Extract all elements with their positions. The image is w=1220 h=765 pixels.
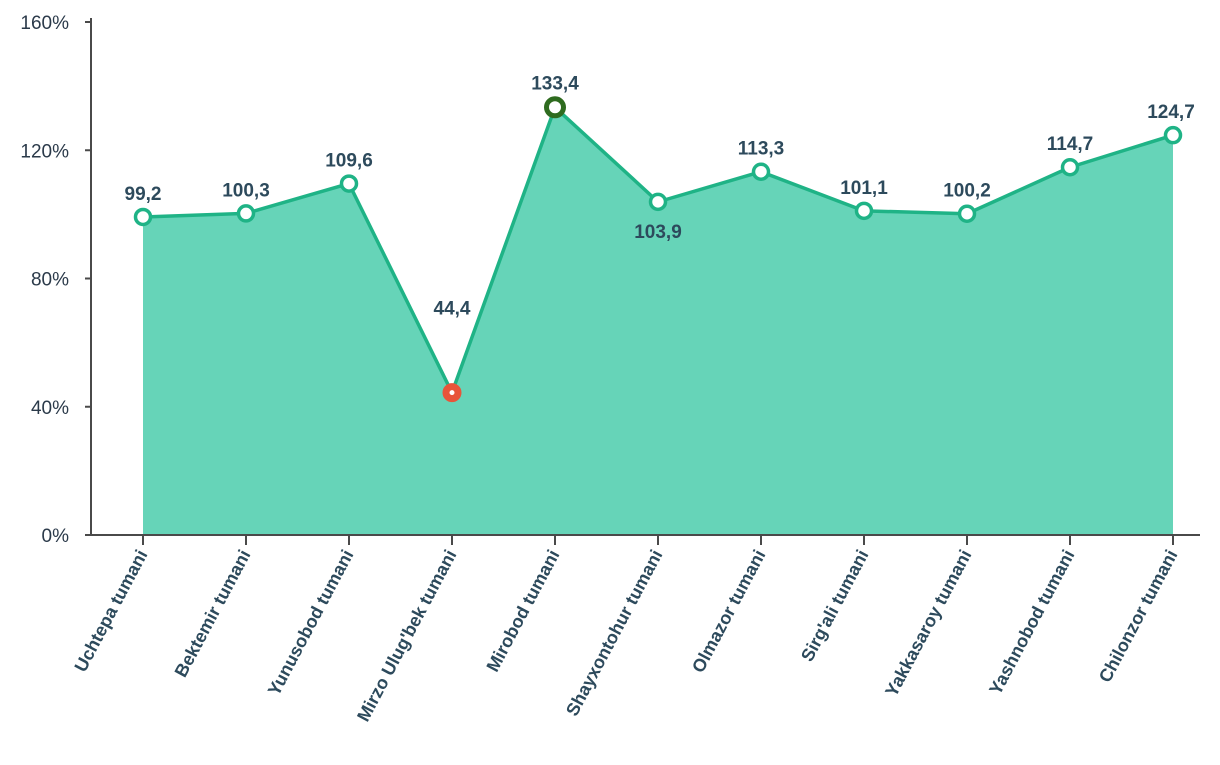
- y-tick-label: 160%: [20, 13, 69, 34]
- data-label: 101,1: [840, 178, 888, 199]
- data-point: [133, 207, 153, 227]
- data-point: [339, 174, 359, 193]
- y-tick-label: 0%: [42, 526, 70, 547]
- category-label: Shayxontohur tumani: [562, 546, 667, 719]
- data-point: [1060, 157, 1080, 177]
- category-labels: Uchtepa tumani Bektemir tumani Yunusobod t…: [70, 546, 1181, 724]
- data-label: 109,6: [325, 151, 373, 172]
- area-fill: [143, 107, 1173, 535]
- category-label: Bektemir tumani: [171, 546, 255, 680]
- y-tick-label: 40%: [31, 398, 69, 419]
- data-point: [751, 162, 771, 181]
- data-label: 100,2: [943, 181, 991, 202]
- data-point: [236, 204, 256, 223]
- category-label: Olmazor tumani: [688, 546, 770, 675]
- data-point: [854, 201, 874, 221]
- y-axis-ticks: 0% 40% 80% 120% 160%: [20, 13, 91, 547]
- data-label: 100,3: [222, 180, 270, 201]
- y-tick-label: 80%: [31, 270, 69, 291]
- data-label: 114,7: [1047, 134, 1094, 155]
- category-label: Mirobod tumani: [483, 546, 564, 675]
- category-label: Yakkasaroy tumani: [881, 546, 975, 699]
- category-label: Mirzo Ulug'bek tumani: [353, 546, 460, 724]
- data-point: [1163, 125, 1183, 145]
- data-label: 113,3: [738, 139, 785, 160]
- category-label: Yashnobod tumani: [985, 546, 1078, 698]
- data-labels: 99,2 100,3 109,6 44,4 133,4 103,9 113,3 101,1 10…: [125, 73, 1195, 319]
- category-label: Yunusobod tumani: [264, 546, 358, 698]
- data-label: 133,4: [531, 73, 579, 94]
- category-label: Chilonzor tumani: [1095, 546, 1182, 685]
- category-label: Uchtepa tumani: [70, 546, 151, 675]
- data-point-max: [544, 96, 566, 119]
- data-point: [957, 204, 977, 223]
- category-label: Sirg'ali tumani: [797, 546, 873, 664]
- data-label: 44,4: [434, 299, 471, 320]
- data-label: 103,9: [634, 222, 682, 243]
- data-point: [648, 192, 668, 212]
- y-tick-label: 120%: [20, 141, 69, 162]
- data-label: 99,2: [125, 184, 162, 205]
- data-label: 124,7: [1147, 102, 1195, 123]
- data-points: [133, 96, 1183, 403]
- data-point-min-center: [449, 390, 455, 396]
- x-axis-ticks: [142, 535, 1174, 545]
